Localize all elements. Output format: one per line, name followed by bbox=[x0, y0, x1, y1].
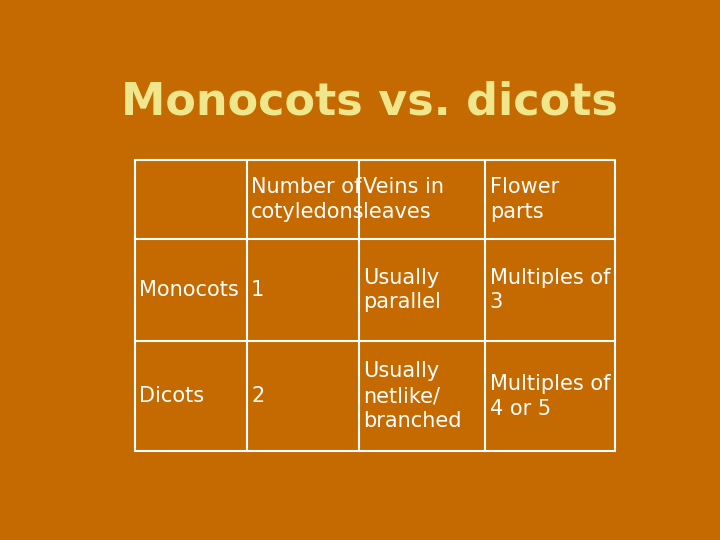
Text: Monocots vs. dicots: Monocots vs. dicots bbox=[120, 80, 618, 124]
Text: Usually
netlike/
branched: Usually netlike/ branched bbox=[363, 361, 462, 431]
Text: 2: 2 bbox=[251, 386, 264, 406]
Text: Veins in
leaves: Veins in leaves bbox=[363, 177, 444, 222]
Text: Flower
parts: Flower parts bbox=[490, 177, 559, 222]
Text: Multiples of
3: Multiples of 3 bbox=[490, 267, 610, 312]
Text: Multiples of
4 or 5: Multiples of 4 or 5 bbox=[490, 374, 610, 418]
Text: Monocots: Monocots bbox=[139, 280, 239, 300]
Text: Usually
parallel: Usually parallel bbox=[363, 267, 441, 312]
Text: Dicots: Dicots bbox=[139, 386, 204, 406]
Text: 1: 1 bbox=[251, 280, 264, 300]
Bar bbox=[135, 160, 615, 451]
Text: Number of
cotyledons: Number of cotyledons bbox=[251, 177, 364, 222]
